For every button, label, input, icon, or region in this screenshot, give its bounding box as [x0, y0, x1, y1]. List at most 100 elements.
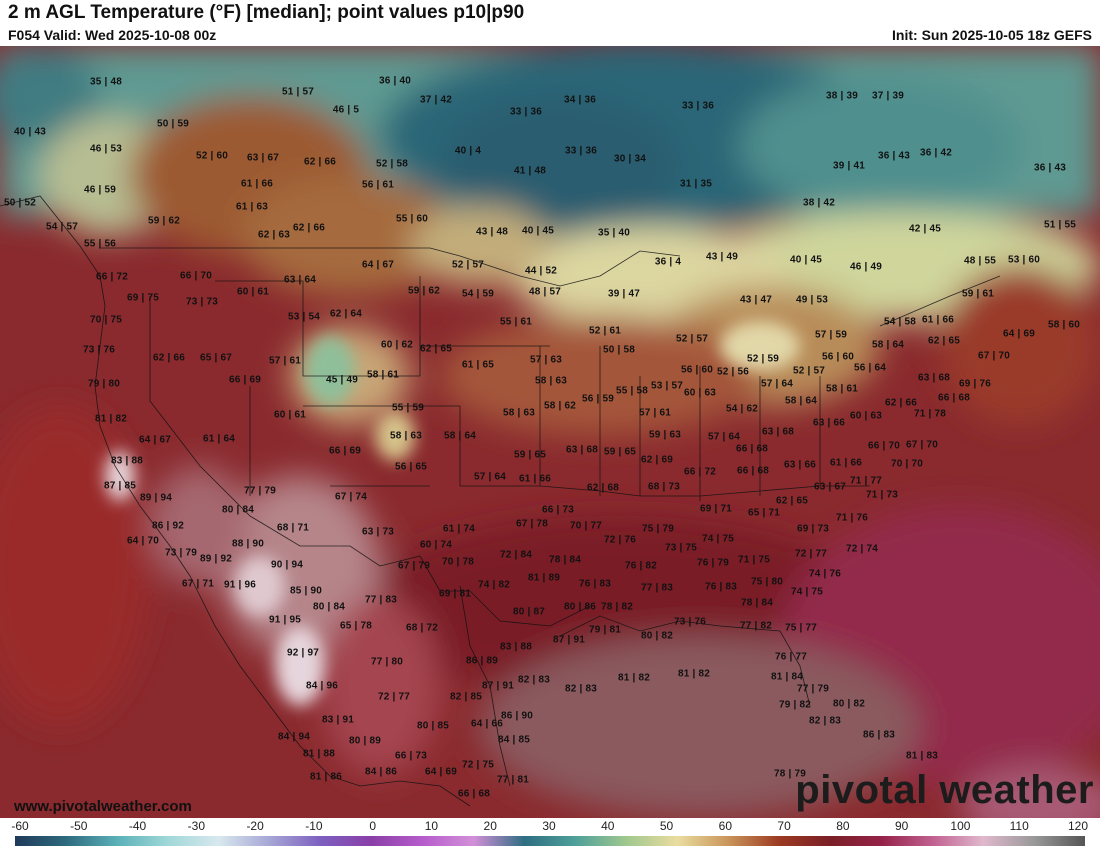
point-value: 62 | 65: [775, 495, 809, 507]
point-value: 77 | 82: [739, 620, 773, 632]
point-value: 52 | 57: [792, 365, 826, 377]
point-value: 58 | 63: [534, 375, 568, 387]
point-value: 66 | 68: [736, 465, 770, 477]
point-value: 81 | 88: [302, 748, 336, 760]
color-legend: -60 -50 -40 -30 -20 -10 0 10 20 30 40 50 60 70 80 90 100…: [0, 818, 1100, 850]
point-value: 72 | 76: [603, 534, 637, 546]
point-value: 66 | 70: [867, 440, 901, 452]
point-value: 62 | 66: [292, 222, 326, 234]
point-value: 61 | 66: [921, 314, 955, 326]
point-value: 58 | 64: [871, 339, 905, 351]
point-value: 66 | 73: [394, 750, 428, 762]
point-value: 74 | 82: [477, 579, 511, 591]
point-value: 54 | 58: [883, 316, 917, 328]
point-value: 81 | 86: [309, 771, 343, 783]
point-value: 66 | 72: [95, 271, 129, 283]
point-value: 67 | 71: [181, 578, 215, 590]
point-value: 50 | 52: [3, 197, 37, 209]
point-value: 50 | 59: [156, 118, 190, 130]
point-value: 81 | 84: [770, 671, 804, 683]
point-value: 72 | 77: [794, 548, 828, 560]
point-value: 56 | 60: [821, 351, 855, 363]
point-value: 60 | 63: [849, 410, 883, 422]
point-value: 81 | 82: [677, 668, 711, 680]
point-value: 62 | 66: [884, 397, 918, 409]
point-value: 60 | 61: [273, 409, 307, 421]
legend-tick-label: 80: [836, 819, 850, 833]
point-value: 86 | 83: [862, 729, 896, 741]
point-value: 84 | 85: [497, 734, 531, 746]
point-value: 55 | 60: [395, 213, 429, 225]
point-value: 77 | 83: [640, 582, 674, 594]
point-value: 90 | 94: [270, 559, 304, 571]
point-value: 52 | 61: [588, 325, 622, 337]
point-value: 84 | 96: [305, 680, 339, 692]
point-value: 73 | 75: [664, 542, 698, 554]
point-value: 74 | 75: [701, 533, 735, 545]
point-value: 64 | 67: [138, 434, 172, 446]
point-value: 66 | 70: [179, 270, 213, 282]
brand-logo: pivotal weather: [795, 768, 1094, 812]
website-watermark: www.pivotalweather.com: [14, 798, 192, 815]
point-value: 80 | 82: [832, 698, 866, 710]
point-value: 71 | 75: [737, 554, 771, 566]
point-value: 78 | 84: [548, 554, 582, 566]
point-value: 68 | 72: [405, 622, 439, 634]
point-value: 78 | 82: [600, 601, 634, 613]
map-header: 2 m AGL Temperature (°F) [median]; point…: [0, 0, 1100, 46]
point-value: 68 | 73: [647, 481, 681, 493]
point-value: 80 | 89: [348, 735, 382, 747]
point-value: 52 | 56: [716, 366, 750, 378]
point-value: 54 | 57: [45, 221, 79, 233]
point-value: 80 | 87: [512, 606, 546, 618]
point-value: 54 | 59: [461, 288, 495, 300]
point-value: 37 | 39: [871, 90, 905, 102]
point-value: 69 | 71: [699, 503, 733, 515]
point-value: 66 | 69: [328, 445, 362, 457]
point-value: 86 | 89: [465, 655, 499, 667]
point-value: 61 | 63: [235, 201, 269, 213]
point-value: 72 | 84: [499, 549, 533, 561]
point-value: 58 | 64: [443, 430, 477, 442]
point-value: 62 | 66: [303, 156, 337, 168]
point-value: 60 | 63: [683, 387, 717, 399]
point-value: 79 | 82: [778, 699, 812, 711]
point-value: 76 | 83: [704, 581, 738, 593]
legend-tick-label: -30: [187, 819, 205, 833]
point-value: 66 | 69: [228, 374, 262, 386]
point-value: 60 | 62: [380, 339, 414, 351]
point-value: 59 | 62: [407, 285, 441, 297]
point-value: 59 | 62: [147, 215, 181, 227]
point-value: 37 | 42: [419, 94, 453, 106]
point-value: 64 | 69: [424, 766, 458, 778]
point-value: 84 | 94: [277, 731, 311, 743]
point-value: 53 | 60: [1007, 254, 1041, 266]
point-value: 71 | 77: [849, 475, 883, 487]
point-value: 38 | 39: [825, 90, 859, 102]
point-value: 65 | 67: [199, 352, 233, 364]
point-value: 63 | 67: [246, 152, 280, 164]
legend-tick-label: 90: [894, 819, 909, 833]
point-value: 78 | 79: [773, 768, 807, 780]
legend-tick-label: 110: [1009, 819, 1029, 833]
point-value: 44 | 52: [524, 265, 558, 277]
point-value: 58 | 61: [366, 369, 400, 381]
legend-tick-label: -40: [128, 819, 147, 833]
point-value: 63 | 64: [283, 274, 317, 286]
point-value: 61 | 64: [202, 433, 236, 445]
legend-tick-label: 60: [718, 819, 733, 833]
point-value: 66 | 68: [735, 443, 769, 455]
point-value: 74 | 76: [808, 568, 842, 580]
legend-tick-label: -10: [305, 819, 323, 833]
point-value: 82 | 83: [517, 674, 551, 686]
point-value: 82 | 85: [449, 691, 483, 703]
point-value: 80 | 84: [312, 601, 346, 613]
point-value: 67 | 70: [977, 350, 1011, 362]
init-time: Init: Sun 2025-10-05 18z GEFS: [892, 27, 1092, 43]
point-value: 39 | 41: [832, 160, 866, 172]
legend-tick-label: 50: [659, 819, 674, 833]
point-value: 36 | 43: [877, 150, 911, 162]
point-value: 73 | 76: [82, 344, 116, 356]
point-value: 69 | 76: [958, 378, 992, 390]
point-value: 62 | 65: [927, 335, 961, 347]
